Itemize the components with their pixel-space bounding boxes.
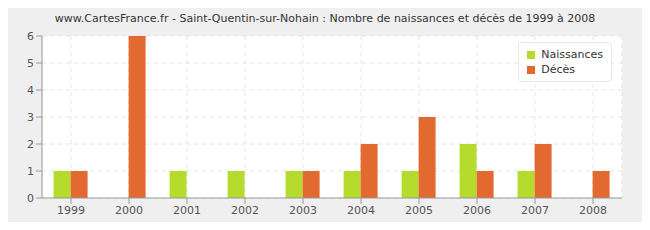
svg-text:2006: 2006 <box>463 204 491 217</box>
html-text:Naissances: Naissances <box>541 48 603 61</box>
svg-text:2007: 2007 <box>521 204 549 217</box>
svg-text:2002: 2002 <box>231 204 259 217</box>
svg-text:6: 6 <box>27 30 34 43</box>
svg-text:3: 3 <box>27 111 34 124</box>
html-text:www.CartesFrance.fr - Saint-Qu: www.CartesFrance.fr - Saint-Quentin-sur-… <box>54 12 596 25</box>
svg-text:0: 0 <box>27 192 34 205</box>
svg-text:2008: 2008 <box>579 204 607 217</box>
svg-text:4: 4 <box>27 84 34 97</box>
svg-text:2001: 2001 <box>173 204 201 217</box>
svg-text:2000: 2000 <box>115 204 143 217</box>
svg-text:2003: 2003 <box>289 204 317 217</box>
svg-text:5: 5 <box>27 57 34 70</box>
svg-text:1: 1 <box>27 165 34 178</box>
html-text:Décès: Décès <box>541 63 575 76</box>
svg-text:2005: 2005 <box>405 204 433 217</box>
svg-text:2: 2 <box>27 138 34 151</box>
svg-text:2004: 2004 <box>347 204 375 217</box>
svg-text:1999: 1999 <box>57 204 85 217</box>
